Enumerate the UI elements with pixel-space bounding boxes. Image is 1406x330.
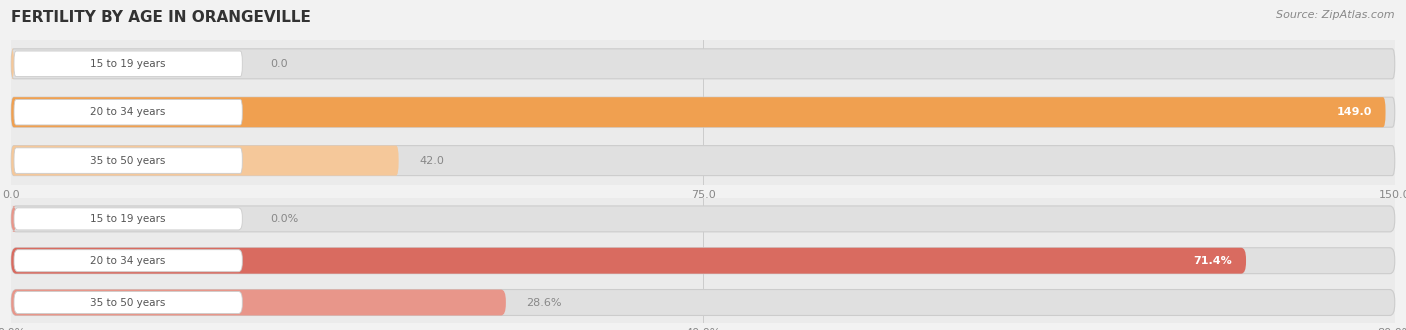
Text: 15 to 19 years: 15 to 19 years xyxy=(90,59,166,69)
Text: 28.6%: 28.6% xyxy=(527,298,562,308)
Text: Source: ZipAtlas.com: Source: ZipAtlas.com xyxy=(1277,10,1395,20)
Text: 0.0: 0.0 xyxy=(270,59,288,69)
FancyBboxPatch shape xyxy=(11,146,1395,176)
FancyBboxPatch shape xyxy=(11,248,1246,274)
Text: 35 to 50 years: 35 to 50 years xyxy=(90,298,166,308)
Text: 20 to 34 years: 20 to 34 years xyxy=(90,107,166,117)
FancyBboxPatch shape xyxy=(11,289,1395,315)
FancyBboxPatch shape xyxy=(11,146,399,176)
FancyBboxPatch shape xyxy=(11,289,506,315)
Text: 42.0: 42.0 xyxy=(419,156,444,166)
FancyBboxPatch shape xyxy=(14,148,242,173)
Text: 15 to 19 years: 15 to 19 years xyxy=(90,214,166,224)
Text: 71.4%: 71.4% xyxy=(1194,256,1232,266)
FancyBboxPatch shape xyxy=(14,250,242,272)
FancyBboxPatch shape xyxy=(11,97,1395,127)
FancyBboxPatch shape xyxy=(11,206,17,232)
FancyBboxPatch shape xyxy=(11,248,1395,274)
FancyBboxPatch shape xyxy=(11,49,1395,79)
Text: 0.0%: 0.0% xyxy=(270,214,298,224)
FancyBboxPatch shape xyxy=(14,99,242,125)
FancyBboxPatch shape xyxy=(11,97,1385,127)
FancyBboxPatch shape xyxy=(11,206,1395,232)
Text: 149.0: 149.0 xyxy=(1336,107,1372,117)
Text: 35 to 50 years: 35 to 50 years xyxy=(90,156,166,166)
FancyBboxPatch shape xyxy=(11,49,14,79)
Text: FERTILITY BY AGE IN ORANGEVILLE: FERTILITY BY AGE IN ORANGEVILLE xyxy=(11,10,311,25)
FancyBboxPatch shape xyxy=(14,291,242,313)
FancyBboxPatch shape xyxy=(14,208,242,230)
FancyBboxPatch shape xyxy=(14,51,242,77)
Text: 20 to 34 years: 20 to 34 years xyxy=(90,256,166,266)
